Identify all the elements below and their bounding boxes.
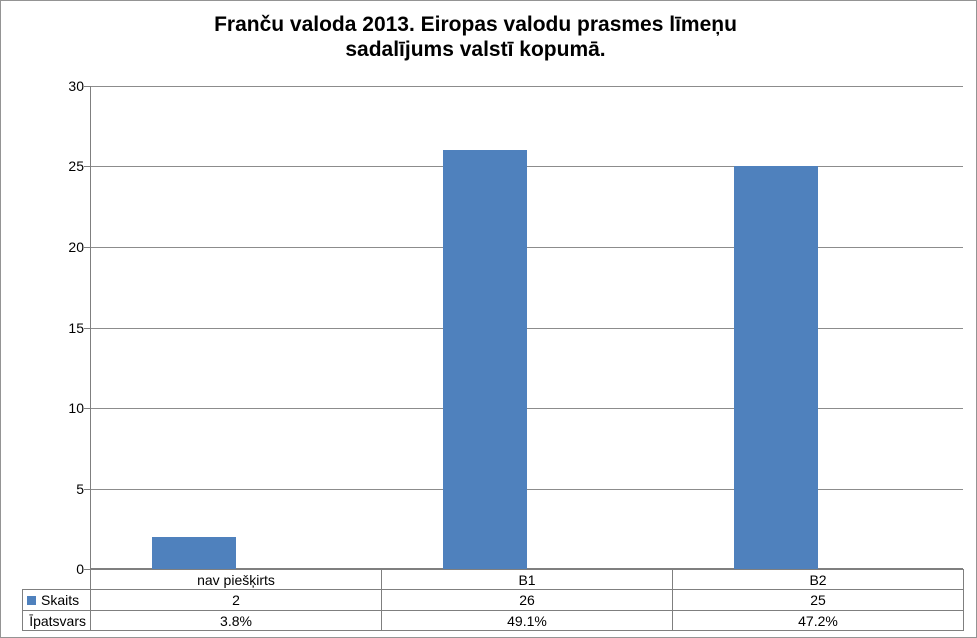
table-row-label-skaits: Skaits [22,589,91,611]
chart-title: Franču valoda 2013. Eiropas valodu prasm… [1,12,950,62]
bar-skaits-nav-piešķirts [152,537,236,569]
table-cell-category-3: B2 [672,569,964,590]
y-axis-tick-25 [84,166,90,167]
y-axis-tick-15 [84,328,90,329]
bar-skaits-b2 [734,166,818,569]
table-cell-skaits-2: 26 [381,589,673,611]
table-row-label-text: Īpatsvars [29,612,86,629]
legend-key-icon-skaits [27,595,36,605]
y-axis-label-30: 30 [68,78,84,94]
table-cell-category-1: nav piešķirts [90,569,382,590]
y-axis-label-0: 0 [76,561,84,577]
y-axis-tick-10 [84,408,90,409]
table-cell-category-2: B1 [381,569,673,590]
table-cell-īpatsvars-3: 47.2% [672,610,964,631]
y-axis-line [90,86,91,589]
y-axis-label-20: 20 [68,239,84,255]
table-cell-skaits-1: 2 [90,589,382,611]
y-axis-label-10: 10 [68,400,84,416]
y-axis-tick-0 [84,569,90,570]
y-axis-tick-20 [84,247,90,248]
table-cell-skaits-3: 25 [672,589,964,611]
table-row-label-text: Skaits [41,592,80,608]
y-axis-label-15: 15 [68,320,84,336]
bar-skaits-b1 [443,150,527,569]
table-cell-īpatsvars-1: 3.8% [90,610,382,631]
gridline-30 [90,86,963,87]
y-axis-label-25: 25 [68,158,84,174]
chart-title-line1: Franču valoda 2013. Eiropas valodu prasm… [214,13,737,36]
chart-title-line2: sadalījums valstī kopumā. [345,38,606,61]
table-cell-īpatsvars-2: 49.1% [381,610,673,631]
y-axis-tick-30 [84,86,90,87]
y-axis-label-5: 5 [76,481,84,497]
table-row-label-īpatsvars: Īpatsvars [22,610,91,631]
y-axis-tick-5 [84,489,90,490]
